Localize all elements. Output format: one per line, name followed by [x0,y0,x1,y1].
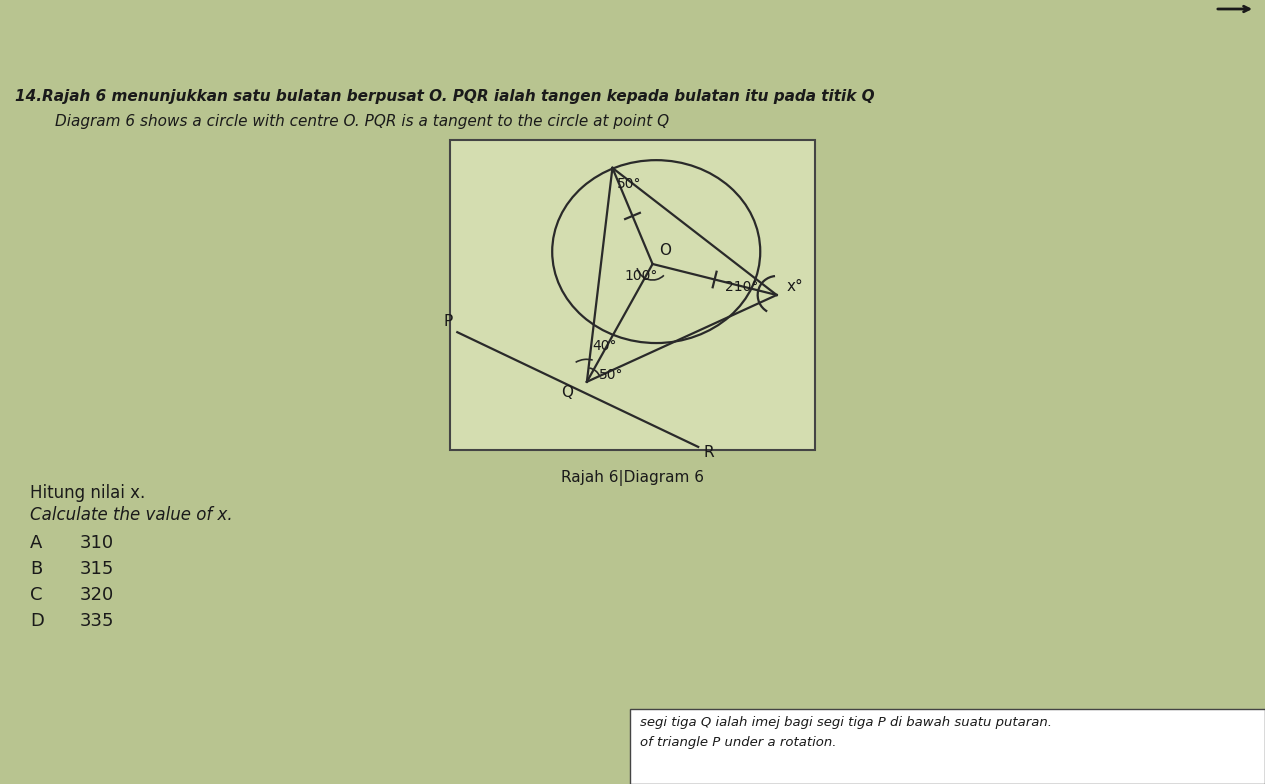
Bar [630,709,1265,784]
Text: Diagram 6 shows a circle with centre O. PQR is a tangent to the circle at point : Diagram 6 shows a circle with centre O. … [54,114,669,129]
Text: 14.Rajah 6 menunjukkan satu bulatan berpusat O. PQR ialah tangen kepada bulatan : 14.Rajah 6 menunjukkan satu bulatan berp… [15,89,874,104]
Text: 310: 310 [80,534,114,552]
Text: x°: x° [787,279,803,294]
Text: B: B [30,560,42,578]
Text: Rajah 6|Diagram 6: Rajah 6|Diagram 6 [560,470,705,486]
Text: O: O [659,243,672,258]
Text: 50°: 50° [598,368,624,382]
Text: 40°: 40° [592,339,616,353]
Text: segi tiga Q ialah imej bagi segi tiga P di bawah suatu putaran.: segi tiga Q ialah imej bagi segi tiga P … [640,716,1052,729]
Text: 320: 320 [80,586,114,604]
Text: Hitung nilai x.: Hitung nilai x. [30,484,145,502]
Bar [450,140,815,450]
Text: Q: Q [560,385,573,400]
Text: 100°: 100° [625,269,658,283]
Text: of triangle P under a rotation.: of triangle P under a rotation. [640,736,836,749]
Text: C: C [30,586,43,604]
Text: A: A [30,534,42,552]
Text: 50°: 50° [617,177,641,191]
Text: Calculate the value of x.: Calculate the value of x. [30,506,233,524]
Text: D: D [30,612,44,630]
Text: R: R [703,445,713,460]
Text: 315: 315 [80,560,114,578]
Text: 335: 335 [80,612,115,630]
Text: 210°: 210° [725,280,758,294]
Text: P: P [443,314,453,329]
